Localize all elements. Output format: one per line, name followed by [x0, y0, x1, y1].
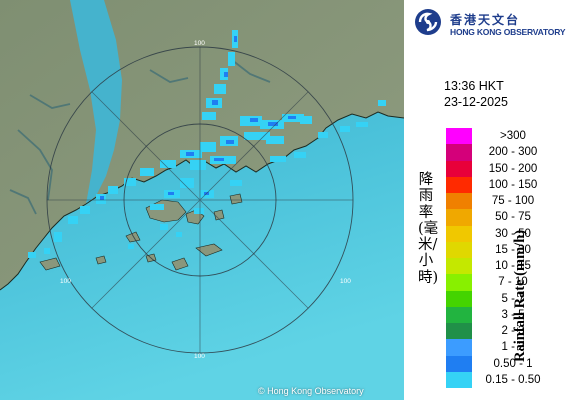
legend-swatch: [446, 144, 472, 161]
islands: [39, 193, 243, 271]
legend-swatch: [446, 290, 472, 307]
legend-swatch: [446, 339, 472, 356]
legend-label: 150 - 200: [488, 162, 538, 175]
legend-swatch: [446, 274, 472, 291]
legend-swatch: [446, 371, 472, 388]
hko-logo: 香港天文台 HONG KONG OBSERVATORY: [410, 6, 570, 40]
legend-label: 1 - 2: [501, 341, 525, 354]
legend-label: 10 - 15: [495, 260, 531, 272]
legend-swatch: [446, 176, 472, 193]
legend-swatch: [446, 323, 472, 340]
legend-swatch: [446, 306, 472, 323]
legend-swatch: [446, 128, 472, 145]
legend-label: 0.50 - 1: [493, 357, 533, 370]
range-labels: 100 100 100 100: [60, 40, 351, 360]
radar-map-canvas: 100 100 100 100: [0, 0, 404, 400]
org-name-cn: 香港天文台: [450, 13, 521, 27]
legend-label: 100 - 150: [488, 178, 538, 191]
legend-label: 50 - 75: [495, 211, 531, 224]
hko-swirl-logo-icon: [415, 9, 441, 35]
org-name-en: HONG KONG OBSERVATORY: [450, 27, 566, 37]
legend-swatch: [446, 355, 472, 372]
pearl-river-estuary: [70, 0, 122, 204]
range-label-north: 100: [194, 40, 205, 47]
legend-swatch: [446, 241, 472, 258]
legend-label: 5 - 7: [501, 292, 525, 305]
legend-panel: 香港天文台 HONG KONG OBSERVATORY 13:36 HKT 23…: [404, 0, 577, 400]
range-label-west: 100: [60, 278, 71, 285]
legend-swatch: [446, 209, 472, 226]
range-label-south: 100: [194, 353, 205, 360]
legend-label: >300: [500, 130, 526, 142]
range-label-east: 100: [340, 278, 351, 285]
copyright-notice: © Hong Kong Observatory: [258, 386, 364, 396]
date-label: 23-12-2025: [444, 95, 508, 109]
legend-swatch: [446, 258, 472, 275]
legend-label: 7 - 10: [498, 276, 528, 289]
legend-label: 75 - 100: [491, 195, 535, 207]
legend-label: 0.15 - 0.50: [485, 373, 541, 386]
radial-lines: [47, 47, 353, 353]
legend-swatch: [446, 193, 472, 210]
legend-title-en: Rainfall Rate (mm/h): [512, 229, 528, 362]
legend-swatch: [446, 160, 472, 177]
legend-label: 200 - 300: [488, 146, 538, 159]
legend-label: 2 - 3: [501, 325, 525, 337]
legend-labels: >300 200 - 300 150 - 200 100 - 150 75 - 100 5…: [476, 128, 550, 388]
legend-label: 15 - 30: [495, 243, 531, 256]
legend-title-cn: 降雨率(毫米/小時): [418, 172, 439, 286]
legend-label: 3 - 5: [501, 308, 525, 321]
river-channels: [9, 59, 271, 215]
legend-label: 30 - 50: [495, 227, 531, 240]
time-label: 13:36 HKT: [444, 79, 504, 93]
legend-color-bar: [446, 128, 472, 388]
radar-map: 100 100 100 100 © Hong Kong Observatory: [0, 0, 404, 400]
legend-swatch: [446, 225, 472, 242]
